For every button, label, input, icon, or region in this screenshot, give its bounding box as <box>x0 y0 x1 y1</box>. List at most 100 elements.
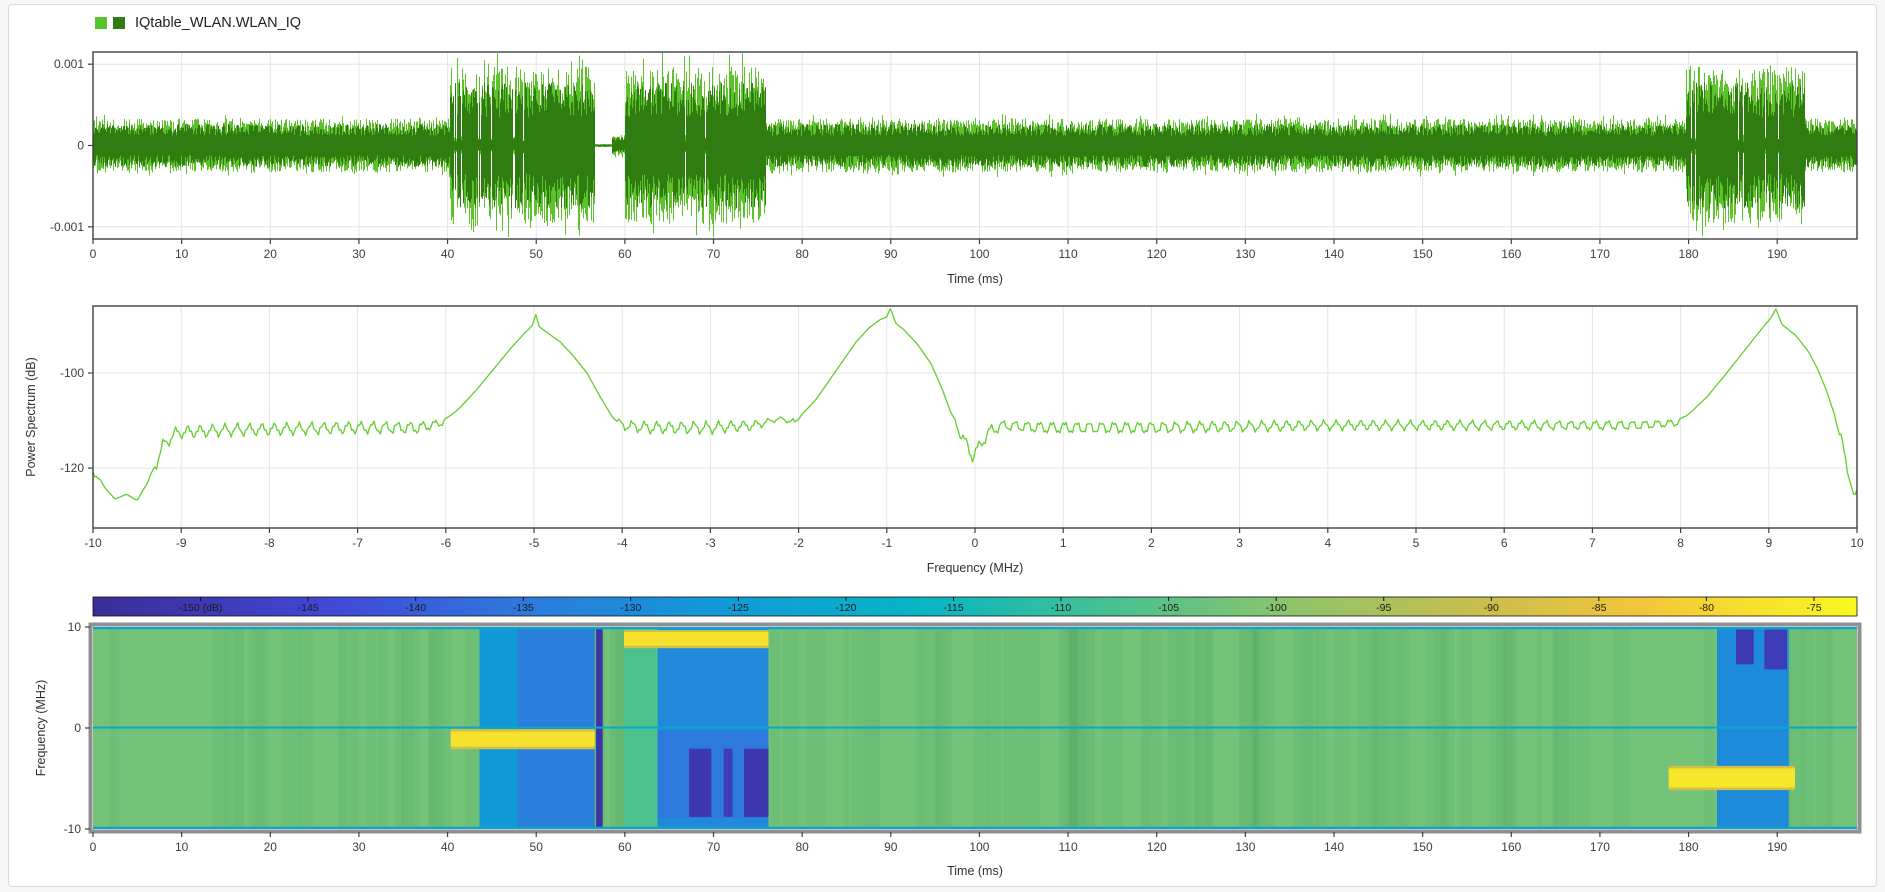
spectrum-x-tick-label: 1 <box>1060 536 1067 550</box>
feature-carrier1 <box>450 731 595 747</box>
spectrum-y-tick-label: -100 <box>60 366 84 380</box>
spectrogram-x-tick-label: 30 <box>352 840 366 854</box>
spectrum-x-tick-label: -1 <box>881 536 892 550</box>
colorbar-tick-label: -105 <box>1158 602 1179 614</box>
spectrum-x-tick-label: 5 <box>1413 536 1420 550</box>
waveform-y-tick-label: -0.001 <box>50 220 84 234</box>
spectrum-x-tick-label: -6 <box>440 536 451 550</box>
spectrogram-x-tick-label: 0 <box>90 840 97 854</box>
spectrogram-x-tick-label: 60 <box>618 840 632 854</box>
waveform-x-tick-label: 100 <box>969 247 989 261</box>
spectrogram-x-tick-label: 160 <box>1501 840 1521 854</box>
feature-burst3-null-1 <box>1736 629 1754 665</box>
spectrum-y-axis-label: Power Spectrum (dB) <box>24 357 38 476</box>
waveform-x-axis-label: Time (ms) <box>947 272 1003 286</box>
spectrogram-y-tick-label: 0 <box>74 721 81 735</box>
spectrum-x-tick-label: -2 <box>793 536 804 550</box>
waveform-x-tick-label: 170 <box>1590 247 1610 261</box>
spectrum-x-tick-label: 2 <box>1148 536 1155 550</box>
spectrum-x-tick-label: -9 <box>176 536 187 550</box>
spectrum-x-tick-label: -7 <box>352 536 363 550</box>
spectrogram-x-tick-label: 90 <box>884 840 898 854</box>
spectrum-x-tick-label: 3 <box>1236 536 1243 550</box>
waveform-chart[interactable]: 0 10 20 30 40 50 60 70 80 90 100 110 120 130 140 150 160… <box>50 51 1858 286</box>
waveform-x-tick-label: 70 <box>707 247 721 261</box>
colorbar-tick-label: -140 <box>405 602 426 614</box>
spectrogram-x-tick-label: 70 <box>707 840 721 854</box>
waveform-x-tick-label: 60 <box>618 247 632 261</box>
waveform-x-tick-label: 50 <box>530 247 544 261</box>
waveform-x-tick-label: 150 <box>1413 247 1433 261</box>
waveform-x-tick-label: 130 <box>1235 247 1255 261</box>
colorbar-tick-label: -95 <box>1376 602 1391 614</box>
waveform-x-tick-label: 180 <box>1679 247 1699 261</box>
waveform-y-tick-label: 0 <box>77 139 84 153</box>
feature-burst3-null-2 <box>1764 629 1787 670</box>
legend[interactable]: IQtable_WLAN.WLAN_IQ <box>95 15 301 31</box>
spectrogram-y-tick-label: 10 <box>68 620 82 634</box>
waveform-x-tick-label: 40 <box>441 247 455 261</box>
spectrogram-x-tick-label: 80 <box>795 840 809 854</box>
feature-burst2-null-1 <box>689 748 712 817</box>
spectrum-x-tick-label: -3 <box>705 536 716 550</box>
spectrum-x-tick-label: -5 <box>529 536 540 550</box>
colorbar-tick-label: -120 <box>835 602 856 614</box>
waveform-x-tick-label: 110 <box>1059 247 1078 261</box>
feature-bottom-edge-line <box>93 826 1857 829</box>
waveform-x-tick-label: 20 <box>264 247 278 261</box>
spectrogram-x-tick-label: 110 <box>1059 840 1078 854</box>
colorbar <box>92 596 1858 617</box>
spectrum-x-tick-label: 10 <box>1850 536 1864 550</box>
charts-canvas[interactable]: 0 10 20 30 40 50 60 70 80 90 100 110 120 130 140 150 160… <box>9 5 1876 886</box>
waveform-x-tick-label: 160 <box>1501 247 1521 261</box>
colorbar-tick-label: -110 <box>1051 602 1071 614</box>
colorbar-tick-label: -135 <box>513 602 534 614</box>
colorbar-tick-label: -115 <box>943 602 963 614</box>
spectrogram-heatmap <box>93 627 1857 829</box>
spectrogram-y-tick-label: -10 <box>64 822 82 836</box>
spectrum-chart[interactable]: -10 -9 -8 -7 -6 -5 -4 -3 -2 -1 0 1 2 3 4 5 6 7 8 9 10-100-12… <box>24 305 1864 575</box>
waveform-x-tick-label: 80 <box>795 247 809 261</box>
spectrogram-x-tick-label: 10 <box>175 840 189 854</box>
spectrogram-x-tick-label: 120 <box>1147 840 1167 854</box>
spectrogram-x-tick-label: 180 <box>1679 840 1699 854</box>
waveform-x-tick-label: 10 <box>175 247 189 261</box>
spectrum-trace <box>92 308 1858 501</box>
spectrum-x-tick-label: 4 <box>1324 536 1331 550</box>
spectrum-x-tick-label: 7 <box>1589 536 1596 550</box>
waveform-x-tick-label: 190 <box>1767 247 1787 261</box>
feature-dc-line <box>93 726 1857 729</box>
spectrogram-x-tick-label: 40 <box>441 840 455 854</box>
spectrogram-x-tick-label: 20 <box>264 840 278 854</box>
waveform-y-tick-label: 0.001 <box>54 57 84 71</box>
spectrogram-x-tick-label: 100 <box>969 840 989 854</box>
spectrogram-x-tick-label: 50 <box>530 840 544 854</box>
colorbar-tick-label: -125 <box>728 602 749 614</box>
legend-swatch-dark <box>113 17 125 29</box>
spectrogram-frame <box>88 622 1862 834</box>
legend-label: IQtable_WLAN.WLAN_IQ <box>135 15 301 31</box>
colorbar-tick-label: -80 <box>1699 602 1714 614</box>
spectrogram-x-axis-label: Time (ms) <box>947 864 1003 878</box>
spectrogram-x-tick-label: 190 <box>1767 840 1787 854</box>
feature-top-edge-line <box>93 627 1857 630</box>
colorbar-tick-label: -90 <box>1484 602 1499 614</box>
spectrogram-x-tick-label: 140 <box>1324 840 1344 854</box>
spectrum-y-tick-label: -120 <box>60 461 84 475</box>
spectrogram-x-tick-label: 150 <box>1413 840 1433 854</box>
spectrum-x-tick-label: 9 <box>1765 536 1772 550</box>
waveform-x-tick-label: 140 <box>1324 247 1344 261</box>
colorbar-tick-label: -145 <box>298 602 319 614</box>
spectrogram-chart[interactable]: -150 (dB) -145 -140 -135 -130 -125 -120 -115 -11… <box>34 596 1862 878</box>
waveform-x-tick-label: 30 <box>352 247 366 261</box>
legend-swatch-light <box>95 17 107 29</box>
waveform-x-tick-label: 0 <box>90 247 97 261</box>
colorbar-tick-label: -85 <box>1591 602 1606 614</box>
feature-carrier3 <box>1668 768 1795 788</box>
spectrum-x-tick-label: -8 <box>264 536 275 550</box>
waveform-x-tick-label: 120 <box>1147 247 1167 261</box>
spectrum-x-axis-label: Frequency (MHz) <box>927 561 1024 575</box>
spectrum-x-tick-label: 6 <box>1501 536 1508 550</box>
spectrogram-y-axis-label: Frequency (MHz) <box>34 680 48 777</box>
